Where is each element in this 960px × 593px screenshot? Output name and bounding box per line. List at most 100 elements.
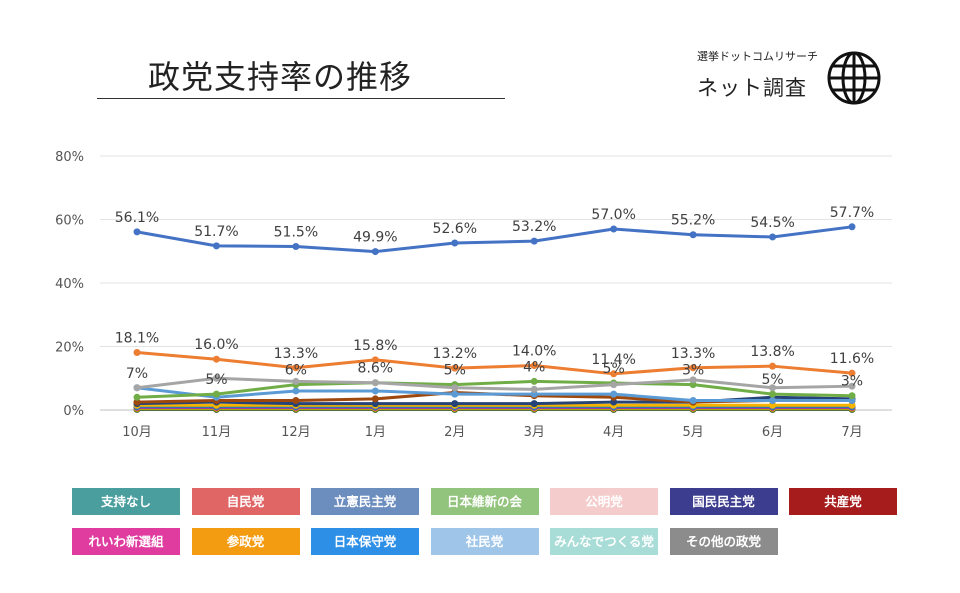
data-point <box>292 364 300 372</box>
page-title: 政党支持率の推移 <box>148 58 413 96</box>
data-label: 5% <box>444 363 466 379</box>
data-point <box>769 233 777 241</box>
data-label: 11.6% <box>830 351 874 367</box>
data-point <box>371 379 379 387</box>
data-point <box>212 242 220 250</box>
data-label: 53.2% <box>512 219 556 235</box>
y-tick-label: 40% <box>55 277 84 292</box>
data-point <box>133 228 141 236</box>
x-tick-label: 1月 <box>365 425 386 440</box>
globe-icon <box>827 51 881 105</box>
y-tick-label: 80% <box>55 150 84 165</box>
data-point <box>133 393 141 401</box>
legend-item: 立憲民主党 <box>311 488 419 515</box>
legend-item: みんなでつくる党 <box>550 528 658 555</box>
data-point <box>689 396 697 404</box>
data-point <box>292 242 300 250</box>
legend-item: 参政党 <box>191 528 300 555</box>
brand-subtitle: 選挙ドットコムリサーチ <box>697 50 818 63</box>
y-tick-label: 20% <box>55 341 84 356</box>
data-label: 13.3% <box>671 346 715 362</box>
data-point <box>530 400 538 408</box>
x-tick-label: 10月 <box>122 425 152 440</box>
title-underline <box>97 98 505 99</box>
data-label: 16.0% <box>194 337 238 353</box>
data-point <box>530 377 538 385</box>
data-label: 13.8% <box>750 344 794 360</box>
x-tick-label: 5月 <box>682 425 703 440</box>
data-label: 56.1% <box>115 210 159 226</box>
x-tick-label: 4月 <box>603 425 624 440</box>
data-point <box>451 239 459 247</box>
data-point <box>848 382 856 390</box>
line-chart: 0% 20% 40% 60% 80% 10月 11月 12月 1月 2月 3月 4月 5月 6月 7月 56.… <box>55 150 892 440</box>
data-point <box>212 355 220 363</box>
data-label: 57.7% <box>830 205 874 221</box>
data-point <box>610 390 618 398</box>
data-label: 13.3% <box>274 346 318 362</box>
legend-item: 日本維新の会 <box>430 488 539 515</box>
data-point <box>610 225 618 233</box>
data-label: 51.5% <box>274 224 318 240</box>
series-line <box>136 379 853 399</box>
data-point <box>610 370 618 378</box>
data-point <box>530 237 538 245</box>
legend-item: 公明党 <box>550 488 658 515</box>
x-tick-label: 7月 <box>841 425 862 440</box>
data-point <box>610 381 618 389</box>
data-point <box>451 390 459 398</box>
data-point <box>292 387 300 395</box>
data-label: 5% <box>205 372 227 388</box>
data-label: 15.8% <box>353 338 397 354</box>
data-point <box>689 231 697 239</box>
series-line <box>136 386 852 402</box>
series-line <box>136 225 853 254</box>
x-tick-label: 12月 <box>281 425 311 440</box>
data-label: 49.9% <box>353 230 397 246</box>
data-point <box>133 349 141 357</box>
data-point <box>848 223 856 231</box>
data-point <box>212 390 220 398</box>
data-point <box>530 362 538 370</box>
data-point <box>769 396 777 404</box>
data-label: 57.0% <box>591 207 635 223</box>
data-label: 11.4% <box>591 352 635 368</box>
data-label: 54.5% <box>750 215 794 231</box>
data-label: 5% <box>761 372 783 388</box>
legend-item: 支持なし <box>72 488 180 515</box>
legend-item: れいわ新選組 <box>72 528 180 555</box>
data-point <box>133 384 141 392</box>
data-point <box>371 356 379 364</box>
data-label: 13.2% <box>433 346 477 362</box>
data-label: 51.7% <box>194 224 238 240</box>
data-point <box>769 362 777 370</box>
data-point <box>371 387 379 395</box>
data-point <box>292 377 300 385</box>
y-tick-label: 60% <box>55 214 84 229</box>
data-label: 6% <box>285 363 307 379</box>
data-point <box>530 385 538 393</box>
legend-item: 共産党 <box>789 488 897 515</box>
series-line <box>136 351 853 376</box>
legend-item: 自民党 <box>191 488 300 515</box>
x-tick-label: 11月 <box>202 425 232 440</box>
data-point <box>371 395 379 403</box>
legend-item: 国民民主党 <box>669 488 778 515</box>
data-label: 3% <box>841 374 863 390</box>
data-label: 14.0% <box>512 344 556 360</box>
legend-item: 社民党 <box>430 528 539 555</box>
x-tick-label: 2月 <box>444 425 465 440</box>
data-label: 55.2% <box>671 213 715 229</box>
data-point <box>371 248 379 256</box>
data-point <box>292 396 300 404</box>
data-point <box>689 376 697 384</box>
series-line <box>136 376 853 391</box>
data-label: 7% <box>126 366 148 382</box>
data-point <box>451 384 459 392</box>
data-label: 3% <box>682 363 704 379</box>
data-point <box>848 392 856 400</box>
x-tick-label: 6月 <box>762 425 783 440</box>
data-point <box>689 364 697 372</box>
data-point <box>848 369 856 377</box>
data-label: 8.6% <box>358 361 394 377</box>
